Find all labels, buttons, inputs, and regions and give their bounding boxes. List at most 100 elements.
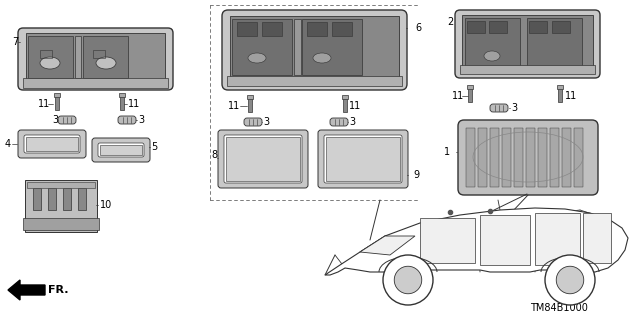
Bar	[326, 137, 400, 181]
Text: 3: 3	[263, 117, 269, 127]
Text: 11: 11	[452, 91, 464, 101]
Ellipse shape	[484, 51, 500, 61]
Text: 1: 1	[444, 147, 450, 157]
Bar	[467, 85, 473, 89]
Bar	[527, 18, 582, 66]
Bar	[489, 21, 507, 33]
Bar	[262, 22, 282, 36]
Text: 11: 11	[228, 101, 240, 111]
Bar	[558, 88, 562, 102]
FancyBboxPatch shape	[58, 116, 76, 124]
Text: 8: 8	[211, 150, 217, 160]
Bar	[54, 93, 60, 97]
Bar	[48, 188, 56, 210]
Polygon shape	[360, 236, 415, 255]
Bar	[33, 188, 41, 210]
Text: 6: 6	[415, 23, 421, 33]
Bar	[78, 188, 86, 210]
Bar	[462, 15, 593, 68]
Ellipse shape	[40, 57, 60, 69]
FancyBboxPatch shape	[224, 135, 302, 183]
Bar	[28, 36, 73, 78]
Bar	[465, 18, 520, 66]
FancyBboxPatch shape	[490, 104, 508, 112]
Bar	[23, 218, 99, 230]
Bar	[538, 128, 547, 187]
Text: TM84B1000: TM84B1000	[530, 303, 588, 313]
Circle shape	[556, 266, 584, 294]
Bar	[25, 180, 97, 232]
FancyBboxPatch shape	[324, 135, 402, 183]
Text: 3: 3	[349, 117, 355, 127]
Bar	[119, 93, 125, 97]
Bar	[26, 33, 165, 80]
Text: 5: 5	[151, 142, 157, 152]
Bar	[93, 50, 105, 58]
Text: 11: 11	[565, 91, 577, 101]
Bar	[574, 128, 583, 187]
Bar	[248, 98, 252, 112]
FancyBboxPatch shape	[318, 130, 408, 188]
Bar	[83, 36, 128, 78]
Bar	[100, 145, 142, 155]
Bar	[332, 22, 352, 36]
Polygon shape	[8, 280, 45, 300]
Bar	[27, 182, 95, 188]
Bar	[526, 128, 535, 187]
Bar	[294, 19, 301, 75]
Bar	[460, 65, 595, 74]
Bar	[75, 36, 81, 78]
Bar	[342, 95, 348, 99]
Text: FR.: FR.	[48, 285, 68, 295]
Text: 3: 3	[511, 103, 517, 113]
Bar	[55, 96, 59, 110]
Polygon shape	[535, 213, 580, 265]
FancyBboxPatch shape	[458, 120, 598, 195]
Bar	[468, 88, 472, 102]
FancyBboxPatch shape	[222, 10, 407, 90]
Bar	[302, 19, 362, 75]
Bar	[23, 78, 168, 88]
Bar	[227, 76, 402, 86]
Polygon shape	[480, 215, 530, 265]
FancyBboxPatch shape	[330, 118, 348, 126]
Text: 11: 11	[128, 99, 140, 109]
Text: 11: 11	[38, 99, 51, 109]
FancyBboxPatch shape	[92, 138, 150, 162]
Bar	[226, 137, 300, 181]
Bar	[557, 85, 563, 89]
Bar	[490, 128, 499, 187]
Ellipse shape	[96, 57, 116, 69]
Bar	[562, 128, 571, 187]
Text: 3: 3	[52, 115, 58, 125]
Circle shape	[394, 266, 422, 294]
Text: 11: 11	[349, 101, 361, 111]
Bar	[529, 21, 547, 33]
Bar	[26, 137, 78, 151]
Text: 4: 4	[5, 139, 11, 149]
Bar	[232, 19, 292, 75]
Bar	[247, 95, 253, 99]
Bar	[478, 128, 487, 187]
Bar	[502, 128, 511, 187]
FancyBboxPatch shape	[218, 130, 308, 188]
Polygon shape	[420, 218, 475, 263]
Text: 3: 3	[138, 115, 144, 125]
FancyBboxPatch shape	[118, 116, 136, 124]
Bar	[230, 16, 399, 78]
Bar	[466, 128, 475, 187]
Circle shape	[545, 255, 595, 305]
FancyBboxPatch shape	[18, 130, 86, 158]
FancyBboxPatch shape	[24, 135, 80, 153]
Bar	[552, 21, 570, 33]
Text: 2: 2	[447, 17, 453, 27]
FancyBboxPatch shape	[18, 28, 173, 90]
Bar	[120, 96, 124, 110]
Polygon shape	[583, 213, 611, 263]
Polygon shape	[325, 208, 628, 275]
Bar	[237, 22, 257, 36]
Bar	[467, 21, 485, 33]
Ellipse shape	[248, 53, 266, 63]
FancyBboxPatch shape	[244, 118, 262, 126]
Bar	[40, 50, 52, 58]
